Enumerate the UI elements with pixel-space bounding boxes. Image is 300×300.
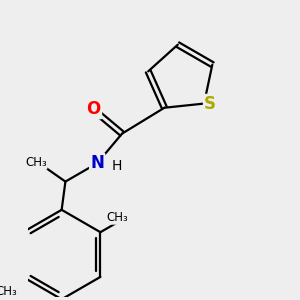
Text: CH₃: CH₃ [0,285,17,298]
Text: O: O [87,100,101,118]
Text: S: S [204,94,216,112]
Text: CH₃: CH₃ [25,156,47,169]
Text: CH₃: CH₃ [106,211,128,224]
Text: H: H [112,159,122,172]
Text: N: N [90,154,104,172]
